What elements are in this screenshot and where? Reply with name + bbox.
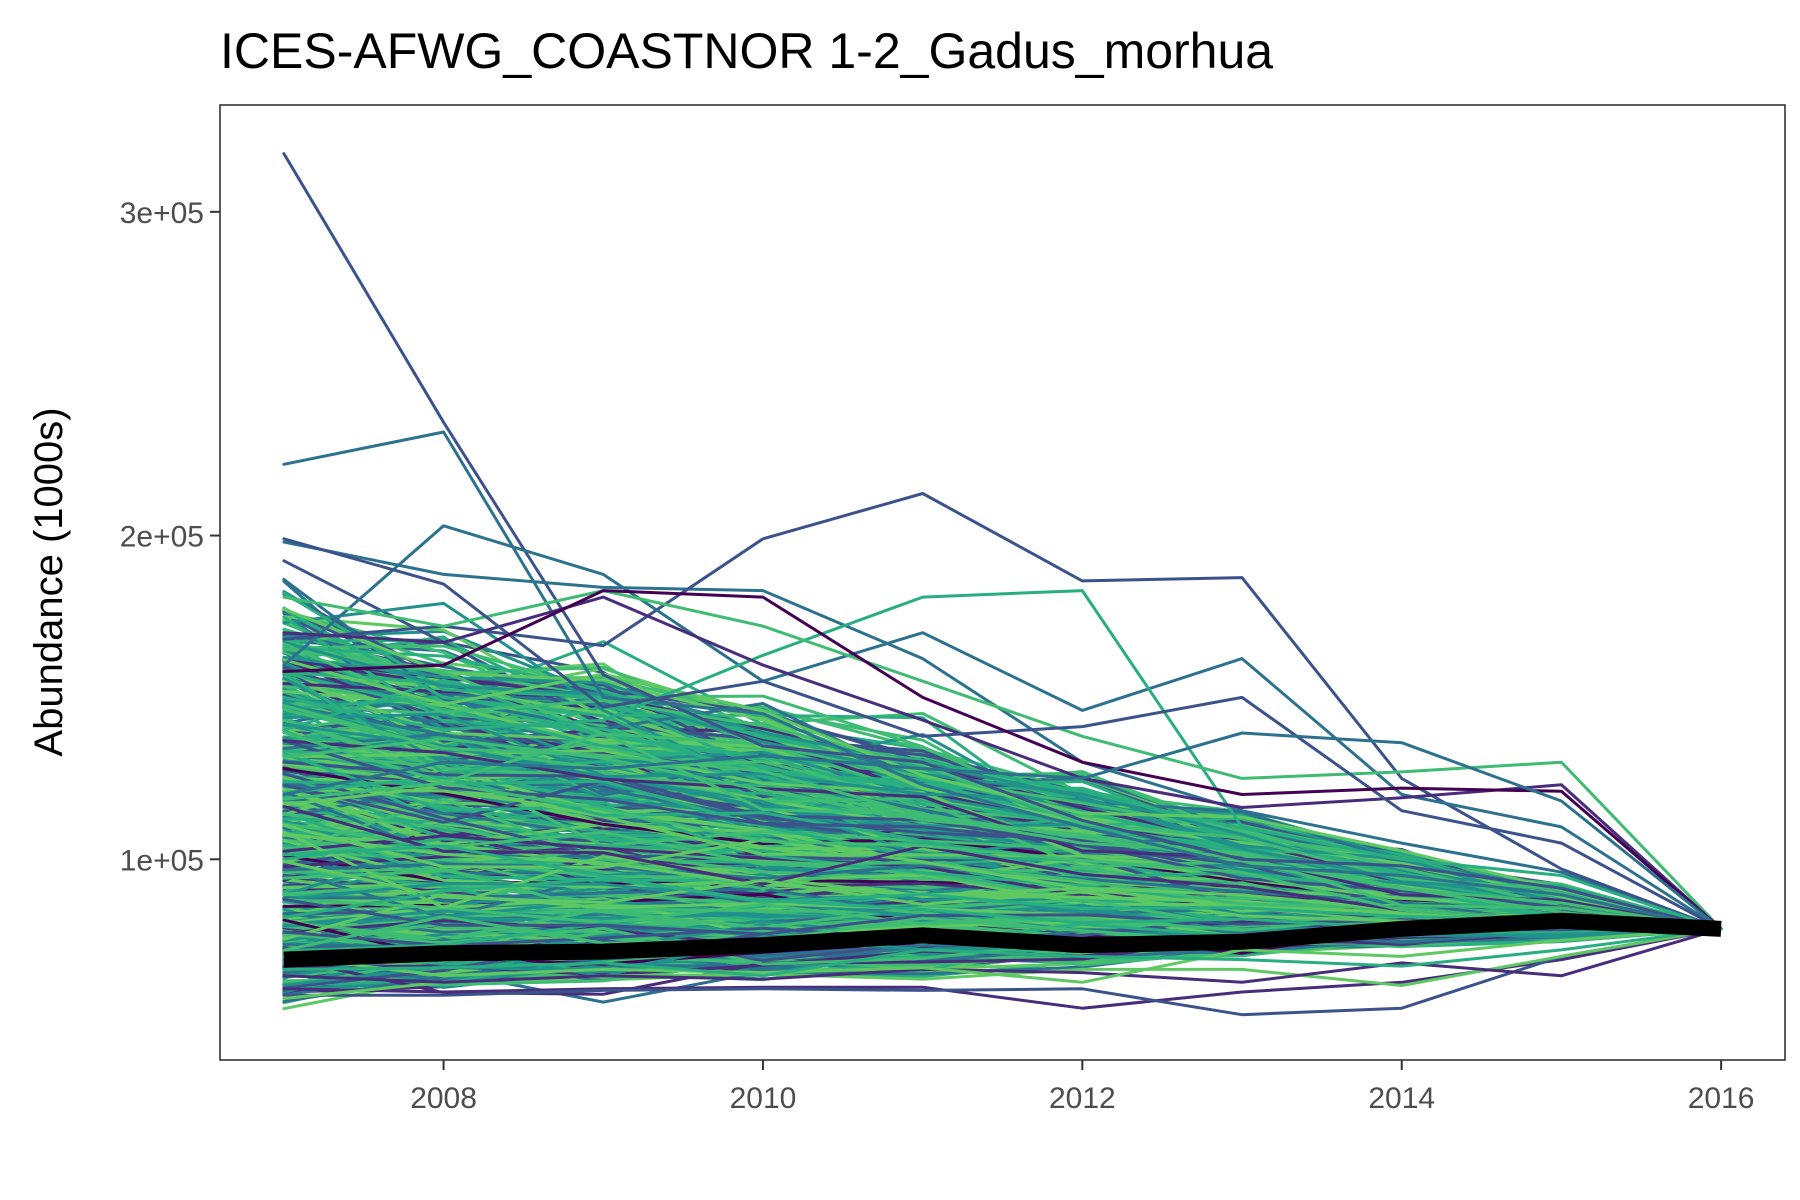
panel-border (219, 104, 1786, 1061)
y-tick-label: 3e+05 (120, 197, 204, 230)
x-tick-label: 2008 (410, 1082, 477, 1115)
series-line (282, 704, 1723, 931)
series-line (282, 537, 1723, 931)
y-tick-label: 2e+05 (120, 521, 204, 554)
x-tick-label: 2014 (1368, 1082, 1435, 1115)
series-line (282, 492, 1723, 931)
chart-title: ICES-AFWG_COASTNOR 1-2_Gadus_morhua (220, 23, 1273, 79)
series-line (282, 722, 1723, 931)
series-line (282, 524, 1723, 931)
series-line (282, 540, 1723, 931)
series-line (282, 658, 1723, 931)
x-tick-label: 2016 (1688, 1082, 1755, 1115)
y-axis-title: Abundance (1000s) (27, 407, 71, 756)
series-line (282, 589, 1723, 931)
series-line (282, 927, 1723, 1017)
series-line (282, 655, 1723, 931)
series-line (282, 589, 1723, 931)
x-tick-label: 2010 (730, 1082, 797, 1115)
plot-area (282, 152, 1723, 1017)
series-line (282, 781, 1723, 931)
mean-series-line (283, 912, 1722, 968)
series-line (282, 927, 1723, 984)
series-line (282, 589, 1723, 931)
series-line (282, 731, 1723, 931)
series-line (282, 927, 1723, 984)
axes: 2008 2010 2012 2014 2016 1e+05 2e+05 3e+05 (120, 197, 1755, 1115)
x-tick-label: 2012 (1049, 1082, 1116, 1115)
y-tick-label: 1e+05 (120, 844, 204, 877)
series-line (282, 927, 1723, 978)
series-line (282, 595, 1723, 931)
series-line (282, 737, 1723, 931)
series-line (282, 430, 1723, 931)
